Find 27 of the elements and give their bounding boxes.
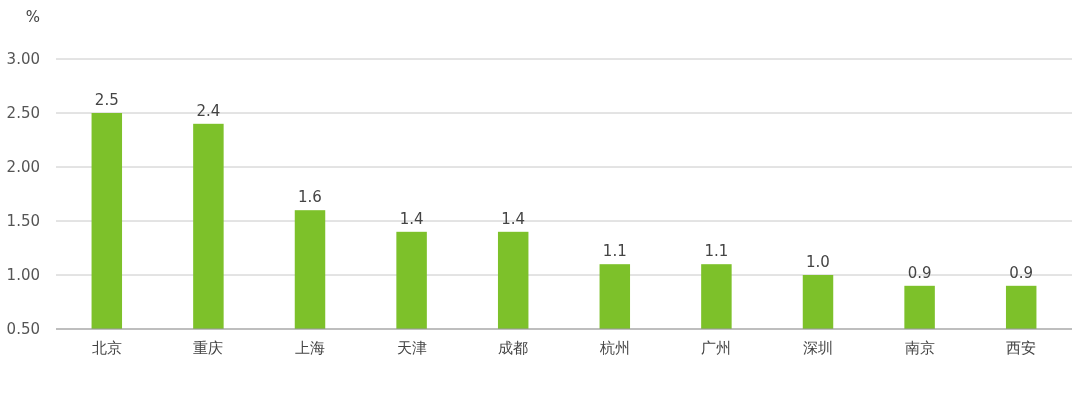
- x-tick-label: 重庆: [193, 339, 224, 357]
- data-label: 0.9: [1009, 263, 1034, 282]
- x-tick-label: 深圳: [803, 339, 833, 357]
- y-tick-label: 0.50: [6, 320, 40, 339]
- data-label: 1.6: [298, 188, 322, 207]
- x-tick-label: 北京: [91, 339, 122, 357]
- data-label: 1.1: [602, 242, 627, 261]
- data-label: 1.1: [704, 242, 729, 261]
- x-tick-label: 成都: [498, 339, 529, 357]
- y-tick-label: 1.00: [6, 266, 40, 285]
- x-tick-label: 南京: [904, 339, 935, 357]
- x-tick-label: 上海: [295, 339, 325, 357]
- y-axis-title: %: [25, 8, 41, 26]
- x-tick-label: 杭州: [598, 339, 630, 357]
- y-tick-label: 3.00: [6, 50, 40, 69]
- data-label: 1.0: [806, 253, 830, 271]
- x-tick-label: 西安: [1006, 339, 1037, 357]
- y-tick-label: 1.50: [6, 212, 40, 231]
- data-label: 2.5: [94, 91, 119, 109]
- data-label: 1.4: [501, 209, 526, 228]
- data-label: 0.9: [907, 263, 932, 282]
- y-tick-label: 2.00: [6, 158, 40, 177]
- x-tick-label: 天津: [396, 339, 427, 357]
- x-tick-label: 广州: [701, 339, 732, 357]
- y-tick-label: 2.50: [6, 104, 40, 123]
- data-label: 2.4: [196, 101, 221, 120]
- data-label: 1.4: [399, 209, 424, 228]
